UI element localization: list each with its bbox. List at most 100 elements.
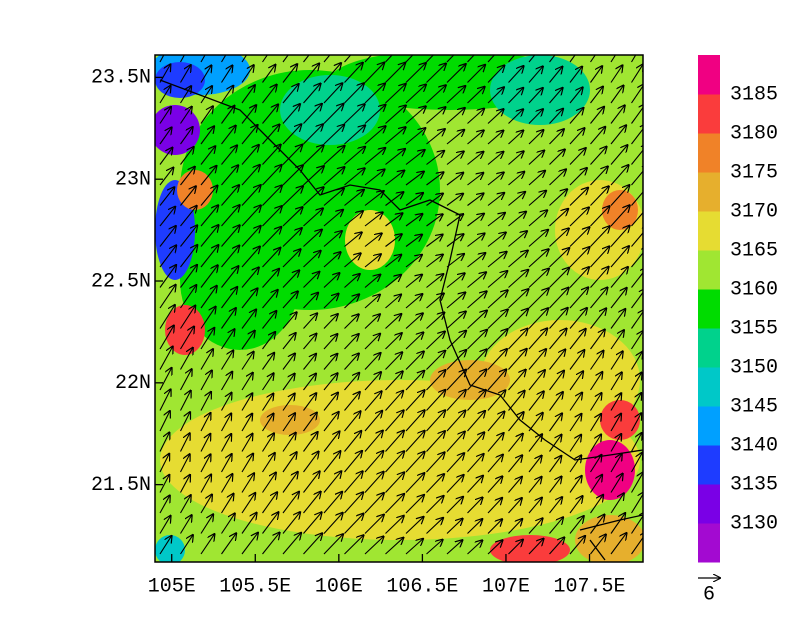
wind-arrow [467,291,487,309]
wind-arrow [282,104,300,124]
wind-arrow [446,540,462,555]
wind-arrow [159,187,174,206]
wind-arrow [221,287,238,309]
wind-arrow [467,497,483,514]
wind-arrow [610,205,630,227]
wind-arrow [610,105,625,124]
wind-arrow [180,454,190,473]
wind-arrow [467,253,486,268]
wind-arrow [590,66,603,83]
colorbar-label: 3155 [730,317,778,340]
wind-arrow [610,372,622,391]
x-tick-label: 107.5E [554,575,626,598]
wind-arrow [385,234,402,247]
wind-arrow [262,85,277,104]
wind-arrow [446,254,464,268]
wind-arrow [221,474,233,493]
wind-arrow [549,169,567,186]
wind-arrow [405,214,422,227]
colorbar-box [698,484,720,524]
wind-arrow [631,205,643,227]
wind-arrow [426,370,446,391]
wind-arrow [446,273,465,288]
wind-arrow [180,306,196,329]
wind-arrow [590,55,596,63]
wind-arrow [323,393,338,411]
wind-arrow [569,496,583,514]
wind-arrow [241,533,258,555]
wind-arrow [631,453,643,473]
wind-arrow [385,63,406,83]
wind-arrow [631,55,637,63]
wind-arrow [180,495,191,514]
wind-arrow [262,55,268,63]
wind-arrow [446,390,466,411]
wind-arrow [282,472,298,493]
wind-arrow [405,55,414,63]
wind-arrow [426,214,443,227]
wind-arrow [200,225,219,247]
wind-arrow [364,148,385,165]
wind-arrow [405,193,423,206]
wind-arrow [590,287,608,309]
wind-arrow [426,410,446,432]
wind-arrow [590,372,603,391]
wind-arrow [508,370,526,391]
wind-arrow [426,452,445,473]
wind-arrow [385,494,405,514]
wind-arrow [241,310,256,329]
wind-arrow [159,432,169,452]
wind-arrow [569,308,587,329]
wind-arrow [569,476,582,493]
wind-arrow [405,255,422,268]
wind-arrow [262,290,278,309]
wind-arrow [364,212,383,227]
wind-arrow [508,309,529,329]
wind-arrow [549,371,565,391]
wind-arrow [221,413,232,432]
wind-arrow [487,309,508,329]
x-tick-label: 107E [482,575,530,598]
wind-arrow [200,55,206,63]
wind-arrow [241,331,255,350]
wind-arrow [262,332,276,350]
wind-arrow [200,186,217,206]
wind-arrow [528,66,543,83]
wind-arrow [528,328,547,350]
wind-arrow [344,334,359,350]
wind-arrow [385,84,406,104]
wind-arrow [364,295,380,309]
wind-arrow [446,331,466,350]
wind-arrow [631,124,643,145]
wind-arrow [364,126,386,145]
wind-arrow [364,275,380,288]
colorbar: 3130 3135 3140 3145 3150 3155 3160 3165 3170 3175… [698,55,778,563]
wind-arrow [385,127,406,145]
wind-arrow [159,305,175,329]
wind-arrow [241,288,258,309]
wind-arrow [508,519,523,534]
wind-arrow [180,412,191,432]
wind-arrow [282,55,289,63]
wind-arrow [631,267,643,288]
wind-arrow [180,285,197,309]
wind-arrow [262,453,275,473]
wind-arrow [282,207,303,227]
y-tick-label: 22.5N [91,270,151,293]
wind-arrow [241,352,254,370]
wind-arrow [528,413,543,432]
wind-arrow [426,331,445,350]
wind-arrow [282,186,303,206]
wind-arrow [303,393,317,411]
wind-arrow [180,167,195,186]
wind-arrow [364,233,382,247]
colorbar-box [698,94,720,134]
wind-arrow [610,330,624,350]
wind-arrow [241,473,254,493]
wind-arrow [262,145,281,165]
wind-arrow [282,249,301,268]
wind-arrow [385,105,406,124]
wind-arrow [569,350,584,370]
wind-arrow [180,433,190,452]
wind-arrow [405,351,424,370]
